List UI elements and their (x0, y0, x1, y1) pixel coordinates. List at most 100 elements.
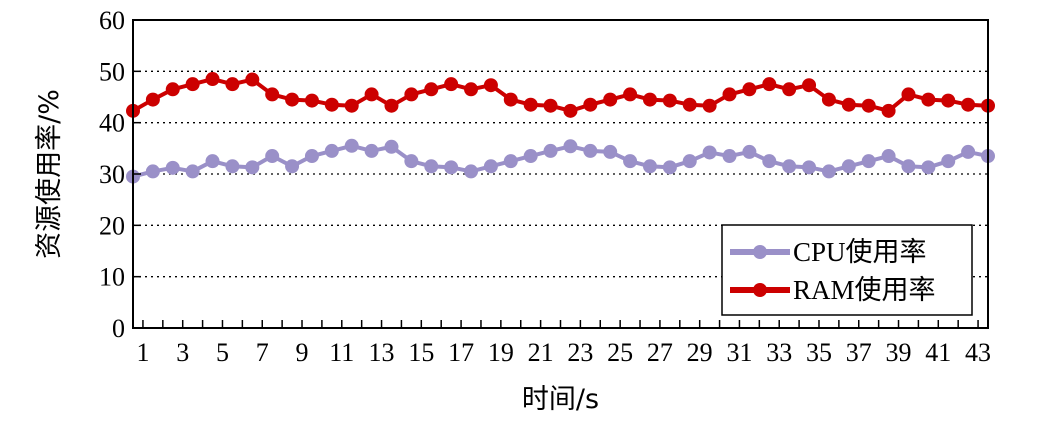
data-point (603, 92, 618, 107)
data-point (304, 93, 319, 108)
data-point (722, 87, 737, 102)
legend-box (721, 224, 973, 316)
data-point (682, 97, 697, 112)
x-axis-title: 时间/s (522, 384, 599, 415)
x-tick-label: 13 (369, 338, 395, 367)
data-point (623, 154, 638, 169)
data-point (861, 154, 876, 169)
data-point (921, 160, 936, 175)
data-point (285, 92, 300, 107)
data-point (782, 159, 797, 174)
data-point (682, 154, 697, 169)
data-point (324, 97, 339, 112)
data-point (603, 144, 618, 159)
y-tick-label: 0 (112, 314, 125, 343)
data-point (145, 92, 160, 107)
data-point (444, 160, 459, 175)
data-point (563, 103, 578, 118)
legend-label-ram: RAM使用率 (793, 275, 936, 305)
data-point (523, 97, 538, 112)
data-point (404, 87, 419, 102)
data-point (762, 154, 777, 169)
data-point (344, 138, 359, 153)
data-point (583, 143, 598, 158)
data-point (722, 149, 737, 164)
data-point (523, 149, 538, 164)
data-point (543, 143, 558, 158)
x-tick-label: 15 (408, 338, 434, 367)
data-point (483, 78, 498, 93)
y-axis-ticks: 0 10 20 30 40 50 60 (99, 6, 141, 343)
data-point (384, 139, 399, 154)
data-point (642, 92, 657, 107)
legend-swatch-marker-cpu (753, 245, 767, 259)
data-point (821, 92, 836, 107)
data-point (444, 77, 459, 92)
series-line (132, 143, 989, 179)
y-tick-label: 60 (99, 6, 125, 35)
data-point (921, 92, 936, 107)
x-tick-label: 25 (607, 338, 633, 367)
x-tick-label: 31 (726, 338, 752, 367)
data-point (424, 82, 439, 97)
data-point (563, 139, 578, 154)
x-tick-label: 3 (176, 338, 189, 367)
data-point (185, 164, 200, 179)
data-point (642, 159, 657, 174)
data-point (483, 159, 498, 174)
data-point (205, 72, 220, 87)
legend-item-cpu: CPU使用率 (730, 237, 927, 267)
y-tick-label: 50 (99, 57, 125, 86)
x-tick-label: 27 (647, 338, 673, 367)
data-point (543, 98, 558, 113)
data-point (961, 144, 976, 159)
data-point (861, 98, 876, 113)
data-point (782, 82, 797, 97)
data-point (802, 160, 817, 175)
x-tick-label: 19 (488, 338, 514, 367)
data-point (503, 92, 518, 107)
data-point (205, 154, 220, 169)
x-tick-label: 23 (567, 338, 593, 367)
series-line (132, 77, 989, 113)
data-point (841, 97, 856, 112)
x-tick-label: 9 (296, 338, 309, 367)
data-point (742, 82, 757, 97)
x-tick-label: 5 (216, 338, 229, 367)
x-tick-label: 41 (925, 338, 951, 367)
data-point (623, 87, 638, 102)
legend-label-cpu: CPU使用率 (793, 237, 927, 267)
series-layer (126, 72, 995, 184)
data-point (464, 82, 479, 97)
legend-item-ram: RAM使用率 (730, 275, 936, 305)
data-point (265, 149, 280, 164)
y-tick-label: 30 (99, 160, 125, 189)
y-tick-label: 10 (99, 263, 125, 292)
legend-swatch-marker-ram (753, 283, 767, 297)
data-point (145, 164, 160, 179)
x-tick-label: 43 (965, 338, 991, 367)
x-tick-label: 37 (846, 338, 872, 367)
data-point (225, 77, 240, 92)
data-point (165, 160, 180, 175)
data-point (304, 149, 319, 164)
data-point (821, 164, 836, 179)
data-point (344, 98, 359, 113)
data-point (583, 97, 598, 112)
y-axis-title: 资源使用率/% (34, 89, 65, 259)
y-tick-label: 40 (99, 109, 125, 138)
data-point (881, 103, 896, 118)
x-tick-label: 17 (448, 338, 474, 367)
data-point (662, 93, 677, 108)
data-point (841, 159, 856, 174)
data-point (702, 145, 717, 160)
x-tick-label: 21 (528, 338, 554, 367)
data-point (802, 78, 817, 93)
x-axis-ticks: 1 3 5 7 9 11 13 15 17 19 21 23 25 27 29 31 33 35 37 39 41 43 (136, 320, 991, 367)
data-point (901, 87, 916, 102)
data-point (324, 143, 339, 158)
x-tick-label: 33 (766, 338, 792, 367)
gridlines (133, 70, 988, 278)
data-point (404, 154, 419, 169)
